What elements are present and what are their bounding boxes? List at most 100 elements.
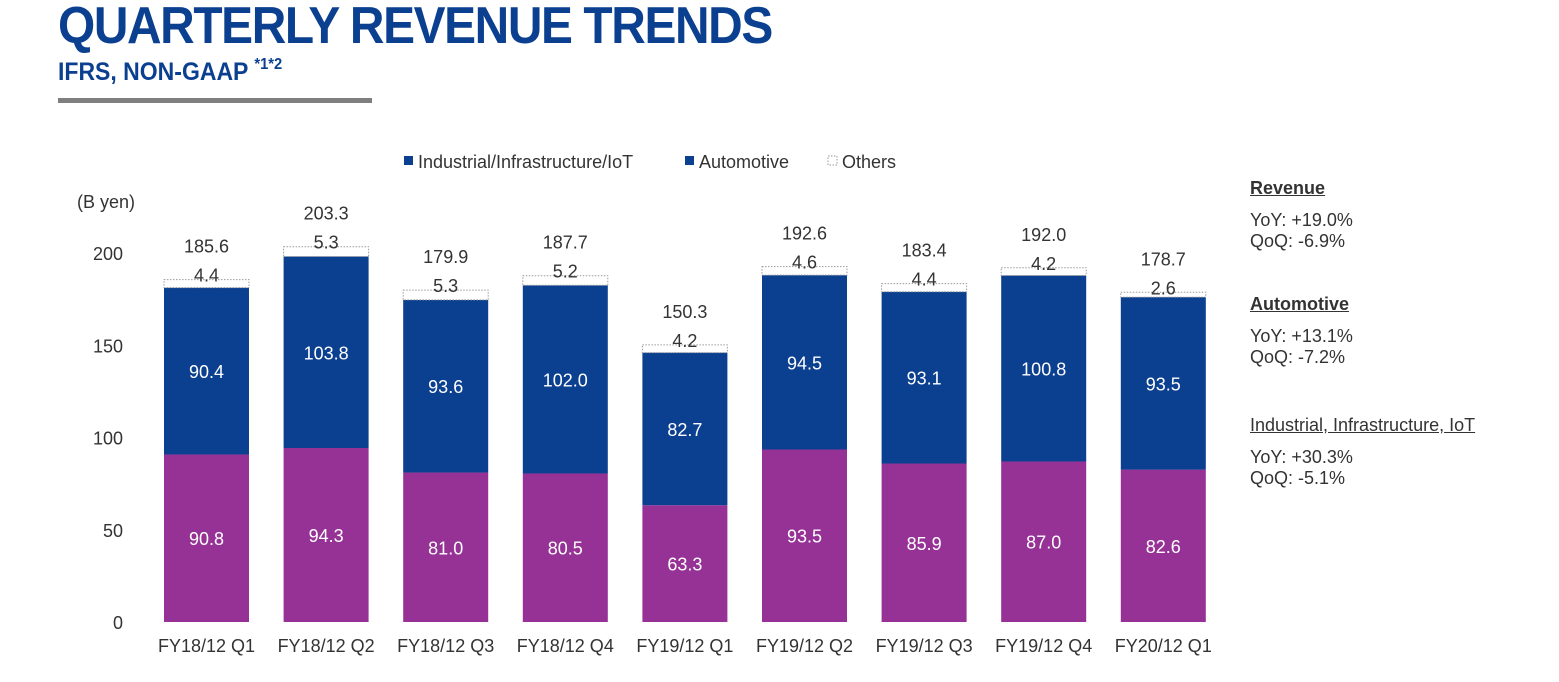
legend-marker (685, 156, 694, 165)
data-label-industrial: 94.3 (309, 526, 344, 546)
bar-segment-others (522, 275, 609, 286)
total-label: 178.7 (1141, 249, 1186, 269)
x-tick-label: FY18/12 Q2 (278, 636, 375, 656)
x-tick-label: FY19/12 Q2 (756, 636, 853, 656)
revenue-qoq: QoQ: -6.9% (1250, 231, 1346, 251)
y-tick-label: 100 (93, 429, 123, 449)
data-label-industrial: 90.8 (189, 529, 224, 549)
total-label: 192.0 (1021, 225, 1066, 245)
data-label-others: 5.3 (433, 276, 458, 296)
revenue-summary: Revenue YoY: +19.0% QoQ: -6.9% (1250, 178, 1353, 252)
legend-label: Industrial/Infrastructure/IoT (418, 152, 633, 172)
bar-segment-automotive (283, 256, 369, 449)
total-label: 192.6 (782, 224, 827, 244)
bar-segment-industrial (522, 473, 608, 622)
automotive-yoy: YoY: +13.1% (1250, 326, 1353, 346)
x-tick-label: FY18/12 Q4 (517, 636, 614, 656)
data-label-automotive: 103.8 (304, 343, 349, 363)
data-label-others: 4.2 (672, 331, 697, 351)
bar-segment-others (1120, 291, 1207, 298)
x-tick-label: FY18/12 Q3 (397, 636, 494, 656)
data-label-industrial: 82.6 (1146, 537, 1181, 557)
bar-segment-industrial (403, 472, 489, 622)
subtitle-text: IFRS, NON-GAAP (58, 58, 248, 86)
data-label-automotive: 90.4 (189, 362, 224, 382)
data-label-others: 5.3 (314, 233, 339, 253)
bar-segment-automotive (762, 275, 847, 450)
data-label-others: 4.4 (194, 266, 219, 286)
bar-segment-automotive (403, 299, 489, 473)
data-label-automotive: 94.5 (787, 353, 822, 373)
y-axis-label: (B yen) (77, 192, 135, 212)
bar-segment-others (163, 279, 250, 289)
bar-segment-industrial (642, 505, 728, 622)
total-label: 150.3 (662, 302, 707, 322)
y-tick-label: 200 (93, 244, 123, 264)
total-label: 185.6 (184, 237, 229, 257)
x-tick-label: FY18/12 Q1 (158, 636, 255, 656)
bar-segment-industrial (283, 448, 369, 622)
data-label-automotive: 100.8 (1021, 359, 1066, 379)
bar-segment-industrial (1001, 461, 1087, 622)
y-tick-label: 50 (103, 521, 123, 541)
data-label-others: 2.6 (1151, 278, 1176, 298)
data-label-industrial: 85.9 (907, 534, 942, 554)
y-tick-label: 0 (113, 613, 123, 633)
legend-label: Automotive (699, 152, 789, 172)
data-label-automotive: 93.5 (1146, 374, 1181, 394)
bar-segment-others (761, 266, 848, 276)
data-label-automotive: 93.1 (907, 369, 942, 389)
page-subtitle: IFRS, NON-GAAP *1*2 (58, 56, 283, 87)
automotive-heading: Automotive (1250, 294, 1349, 314)
page-title: QUARTERLY REVENUE TRENDS (58, 0, 773, 55)
title-underline (58, 98, 372, 103)
stacked-bar-chart: (B yen) 0 50 100 150 200 Industrial/Infrastruc… (77, 152, 1212, 656)
industrial-yoy: YoY: +30.3% (1250, 447, 1353, 467)
industrial-heading: Industrial, Infrastructure, IoT (1250, 415, 1476, 435)
x-tick-label: FY19/12 Q3 (876, 636, 973, 656)
bar-segment-automotive (642, 352, 728, 506)
data-label-industrial: 81.0 (428, 538, 463, 558)
industrial-summary: Industrial, Infrastructure, IoT YoY: +30… (1250, 415, 1475, 489)
industrial-qoq: QoQ: -5.1% (1250, 468, 1346, 488)
data-label-others: 4.6 (792, 253, 817, 273)
bar-segment-industrial (1120, 469, 1206, 622)
bar-segment-others (402, 289, 489, 301)
bar-segment-others (283, 246, 370, 258)
bar-segment-industrial (164, 454, 249, 622)
legend-marker (827, 155, 838, 166)
footnote-marks: *1*2 (254, 56, 283, 73)
data-label-industrial: 93.5 (787, 527, 822, 547)
total-label: 203.3 (304, 204, 349, 224)
automotive-summary: Automotive YoY: +13.1% QoQ: -7.2% (1250, 294, 1353, 368)
bar-segment-automotive (522, 285, 608, 474)
data-label-others: 4.2 (1031, 254, 1056, 274)
data-label-automotive: 93.6 (428, 377, 463, 397)
bar-segment-automotive (164, 287, 249, 455)
revenue-yoy: YoY: +19.0% (1250, 210, 1353, 230)
data-label-others: 5.2 (553, 262, 578, 282)
data-label-industrial: 87.0 (1026, 533, 1061, 553)
bar-segment-industrial (762, 449, 847, 622)
automotive-qoq: QoQ: -7.2% (1250, 347, 1346, 367)
bar-segment-automotive (1120, 297, 1206, 470)
x-tick-label: FY19/12 Q1 (636, 636, 733, 656)
x-tick-label: FY20/12 Q1 (1115, 636, 1212, 656)
data-label-industrial: 63.3 (667, 555, 702, 575)
revenue-heading: Revenue (1250, 178, 1326, 198)
bar-segment-automotive (881, 291, 967, 464)
y-tick-label: 150 (93, 336, 123, 356)
total-label: 183.4 (902, 241, 947, 261)
total-label: 187.7 (543, 233, 588, 253)
bar-segment-others (641, 344, 728, 354)
bar-segment-others (881, 283, 968, 293)
legend-marker (404, 156, 413, 165)
data-label-automotive: 82.7 (667, 420, 702, 440)
bar-segment-automotive (1001, 275, 1087, 462)
data-label-others: 4.4 (912, 270, 937, 290)
data-label-automotive: 102.0 (543, 370, 588, 390)
bar-segment-others (1000, 267, 1087, 277)
legend-label: Others (842, 152, 896, 172)
data-label-industrial: 80.5 (548, 539, 583, 559)
x-tick-label: FY19/12 Q4 (995, 636, 1092, 656)
